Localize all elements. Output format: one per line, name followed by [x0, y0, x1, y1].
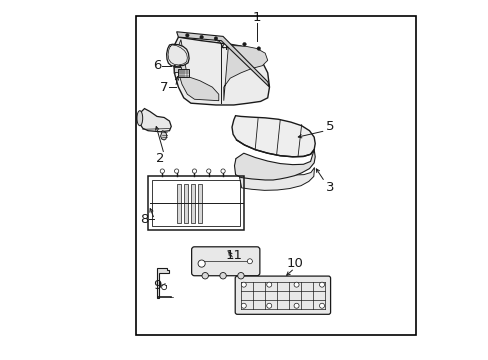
FancyBboxPatch shape	[191, 247, 259, 276]
Bar	[135, 16, 415, 336]
Polygon shape	[157, 267, 169, 298]
Bar	[152, 180, 240, 226]
Text: 5: 5	[325, 120, 334, 133]
Text: 3: 3	[325, 181, 334, 194]
Polygon shape	[231, 116, 315, 157]
Circle shape	[192, 169, 196, 173]
Polygon shape	[166, 44, 189, 66]
Circle shape	[174, 169, 179, 173]
Circle shape	[198, 260, 205, 267]
Polygon shape	[176, 32, 269, 87]
Circle shape	[221, 169, 225, 173]
Polygon shape	[139, 109, 171, 132]
Circle shape	[160, 169, 164, 173]
Text: 1: 1	[252, 11, 261, 24]
Circle shape	[242, 42, 246, 46]
Circle shape	[247, 259, 252, 264]
Circle shape	[206, 169, 210, 173]
Circle shape	[266, 282, 271, 287]
Circle shape	[200, 35, 203, 39]
Text: 9: 9	[152, 279, 161, 292]
Text: 6: 6	[152, 59, 161, 72]
Circle shape	[241, 303, 246, 308]
Circle shape	[319, 282, 324, 287]
Bar	[173, 67, 181, 72]
Bar	[148, 176, 244, 230]
Circle shape	[319, 303, 324, 308]
Text: 8: 8	[140, 213, 148, 226]
Polygon shape	[177, 40, 218, 101]
Text: 11: 11	[225, 248, 242, 261]
Circle shape	[257, 47, 260, 50]
Polygon shape	[160, 131, 166, 140]
Text: 10: 10	[285, 257, 303, 270]
Text: 2: 2	[156, 152, 164, 165]
Circle shape	[214, 37, 217, 40]
Polygon shape	[234, 150, 315, 180]
Bar	[178, 69, 189, 77]
Ellipse shape	[137, 111, 142, 126]
Polygon shape	[235, 158, 314, 190]
Circle shape	[202, 273, 208, 279]
Circle shape	[241, 282, 246, 287]
Circle shape	[293, 303, 299, 308]
Polygon shape	[173, 37, 269, 105]
Text: 4: 4	[220, 40, 228, 53]
Bar	[183, 184, 188, 223]
Polygon shape	[224, 46, 267, 101]
Bar	[176, 184, 181, 223]
Text: 7: 7	[160, 81, 168, 94]
Circle shape	[237, 273, 244, 279]
Circle shape	[220, 273, 226, 279]
Circle shape	[293, 282, 299, 287]
Circle shape	[266, 303, 271, 308]
FancyBboxPatch shape	[235, 276, 330, 314]
Circle shape	[162, 285, 166, 290]
Bar	[190, 184, 195, 223]
Bar	[198, 184, 202, 223]
Circle shape	[185, 33, 189, 37]
